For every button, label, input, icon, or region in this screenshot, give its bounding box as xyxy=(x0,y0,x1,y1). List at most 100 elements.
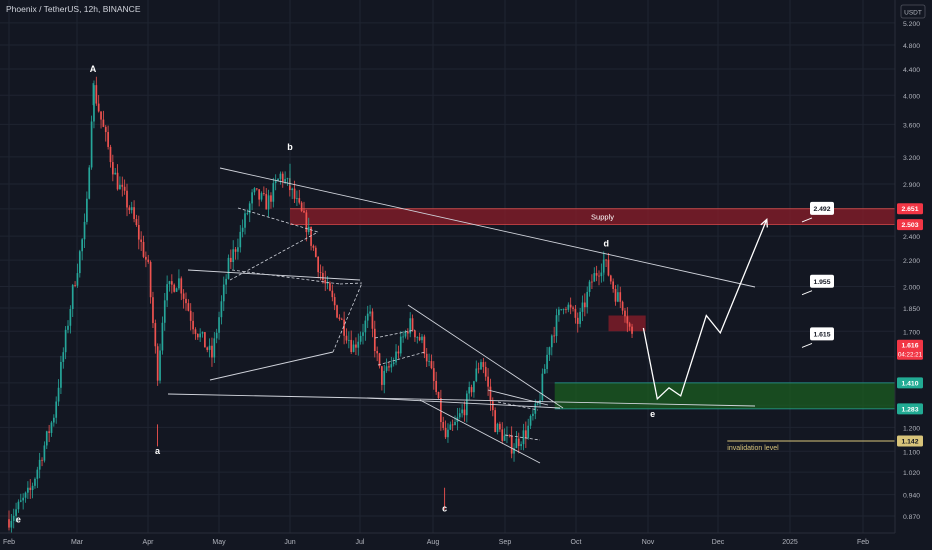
candle-body xyxy=(154,323,157,347)
candle-body xyxy=(204,332,206,348)
candle xyxy=(449,421,452,430)
candle xyxy=(265,188,268,210)
candle-body xyxy=(435,380,438,392)
candle xyxy=(562,308,565,315)
candle-body xyxy=(291,188,294,191)
candle-body xyxy=(411,318,414,331)
candle xyxy=(461,404,463,418)
trendline-drawings[interactable]: invalidation level xyxy=(167,167,895,464)
candle-body xyxy=(97,103,100,112)
candle-body xyxy=(588,281,591,292)
candle xyxy=(102,110,105,128)
currency-box xyxy=(900,4,926,19)
candle xyxy=(133,200,135,223)
candle xyxy=(418,332,421,342)
candle-body xyxy=(414,330,416,338)
candle xyxy=(109,144,112,168)
candle xyxy=(569,297,572,315)
candle xyxy=(373,320,376,358)
candle xyxy=(414,329,416,342)
candle xyxy=(423,334,426,359)
candle-body xyxy=(565,309,567,310)
candle xyxy=(359,331,362,345)
candle xyxy=(324,270,327,291)
candle-body xyxy=(135,218,138,226)
candle xyxy=(463,401,466,422)
zone-rect xyxy=(554,382,895,409)
price-label-box xyxy=(897,339,923,360)
candle-body xyxy=(432,368,435,381)
callout-box xyxy=(810,327,834,341)
candle-body xyxy=(119,184,121,190)
candle xyxy=(204,332,206,348)
price-label-box xyxy=(897,377,923,389)
trendline-5 xyxy=(407,304,564,409)
candle xyxy=(510,426,513,459)
candle-body xyxy=(484,366,487,377)
candle-body xyxy=(100,111,102,120)
price-label-box xyxy=(897,219,923,231)
candle xyxy=(64,326,67,360)
candle xyxy=(626,307,629,333)
candle-body xyxy=(477,368,480,370)
candle-body xyxy=(522,430,525,445)
candle xyxy=(147,254,150,264)
candle-body xyxy=(461,409,463,414)
candle-body xyxy=(123,186,126,191)
candle xyxy=(237,238,239,260)
candle-body xyxy=(227,257,230,279)
candle-body xyxy=(239,231,242,248)
candle xyxy=(428,353,430,367)
x-tick-label: Nov xyxy=(642,539,655,546)
projection-arrowhead xyxy=(760,218,768,228)
candle xyxy=(50,420,53,437)
candle xyxy=(55,396,58,424)
candle xyxy=(404,329,407,339)
candle xyxy=(369,304,371,317)
candle-body xyxy=(468,387,471,394)
candle-body xyxy=(574,308,577,318)
candle xyxy=(93,80,95,129)
candle-body xyxy=(520,444,522,447)
dashed-line-0 xyxy=(237,207,319,233)
candle xyxy=(71,283,74,318)
candle-body xyxy=(41,459,43,461)
candle xyxy=(78,249,81,278)
dashed-line-6 xyxy=(377,351,426,366)
candle xyxy=(352,340,355,353)
candle xyxy=(86,191,88,225)
candle xyxy=(543,364,546,374)
candle-body xyxy=(614,288,617,302)
candle-body xyxy=(626,316,629,324)
candle-body xyxy=(170,281,173,285)
candle xyxy=(397,345,400,359)
y-tick-label: 4.000 xyxy=(903,93,920,100)
candle xyxy=(595,265,598,282)
candle-body xyxy=(442,422,445,428)
candle xyxy=(83,213,86,248)
candle-body xyxy=(258,189,261,200)
candle-body xyxy=(572,307,574,309)
candle xyxy=(255,188,258,191)
candle xyxy=(123,179,126,195)
candle-body xyxy=(489,386,492,402)
candle xyxy=(558,306,560,322)
candle xyxy=(411,314,414,332)
candle xyxy=(34,477,36,489)
candle-body xyxy=(399,336,402,354)
candle xyxy=(477,362,480,374)
candle-body xyxy=(425,353,428,362)
candle-body xyxy=(55,401,58,418)
candle-body xyxy=(133,207,135,219)
x-tick-label: Feb xyxy=(3,539,15,546)
x-tick-label: Dec xyxy=(712,539,725,546)
candle-body xyxy=(81,239,84,252)
candle-body xyxy=(312,245,315,248)
candle-body xyxy=(579,311,581,324)
candle xyxy=(24,491,27,503)
candle xyxy=(494,407,497,433)
candle xyxy=(52,414,55,427)
candle-body xyxy=(284,179,286,182)
candle xyxy=(598,270,600,286)
